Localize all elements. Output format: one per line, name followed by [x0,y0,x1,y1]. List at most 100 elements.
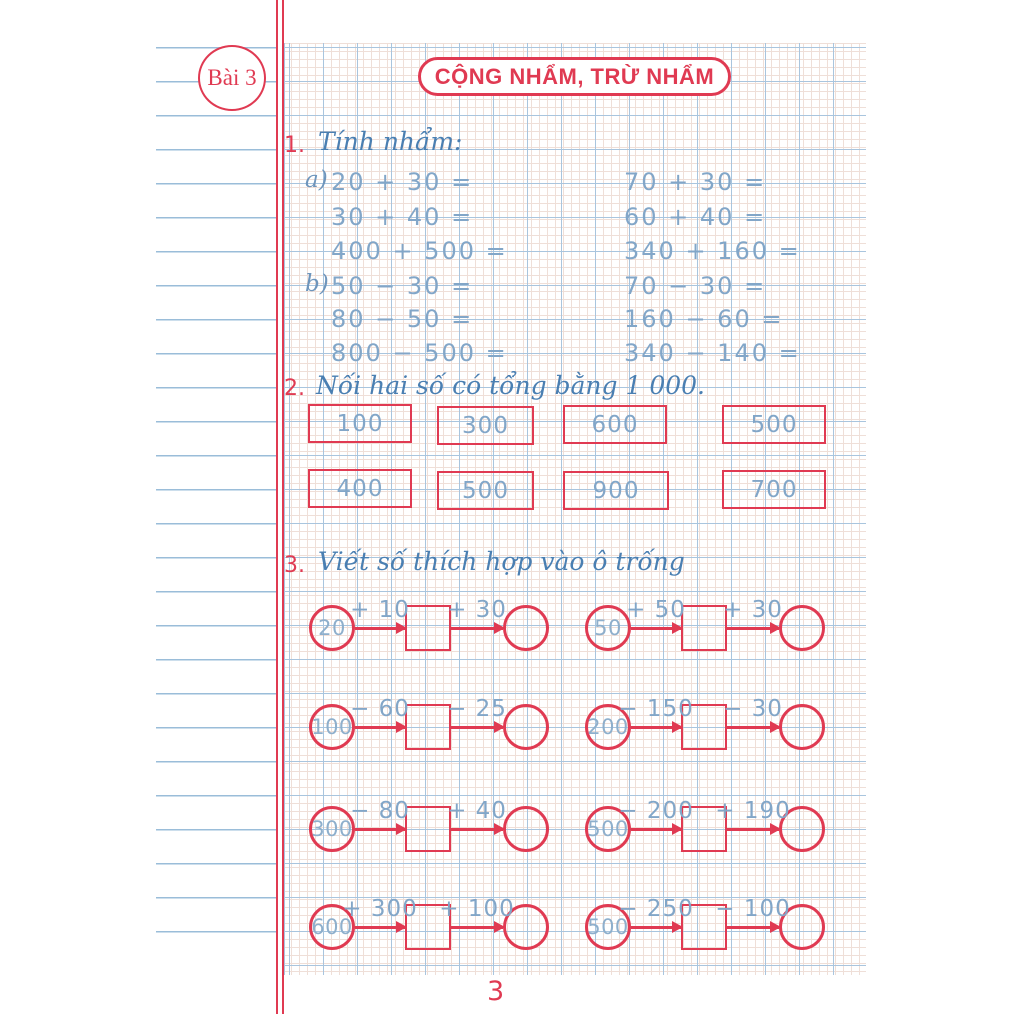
start-value: 200 [587,715,629,739]
arrow-right-icon: + 100 [439,896,514,929]
notebook-ruled-lines [156,47,276,948]
equation: 160 − 60 = [624,305,784,333]
number-machine: 20 + 10 + 30 [309,597,549,652]
operation-label: + 100 [439,895,515,922]
answer-box [405,704,451,750]
equation: 60 + 40 = [624,203,767,231]
exercise-1-number: 1. [284,133,305,158]
number-card-value: 500 [750,411,798,438]
number-card: 400 [308,469,412,508]
start-value: 500 [587,817,629,841]
operation-label: − 150 [618,695,694,722]
lesson-badge-label: Bài 3 [207,65,257,90]
number-card: 500 [722,405,826,444]
equation: 400 + 500 = [331,237,508,265]
page-number: 3 [487,976,505,1007]
answer-circle [779,605,825,651]
exercise-1-title: Tính nhẩm: [318,127,463,156]
number-card: 300 [437,406,534,445]
lesson-badge: Bài 3 [198,45,266,111]
equation: 70 + 30 = [624,168,767,196]
number-machine: 500 − 250 − 100 [585,896,825,951]
number-machine: 600 + 300 + 100 [309,896,549,951]
arrow-right-icon: − 30 [723,696,782,729]
part-b-label: b) [305,271,329,297]
number-machine: 50 + 50 + 30 [585,597,825,652]
part-a-label: a) [305,167,328,193]
start-circle: 50 [585,605,631,651]
operation-label: + 300 [342,895,418,922]
arrow-right-icon: + 190 [715,798,790,831]
start-value: 600 [311,915,353,939]
number-card-value: 600 [591,411,639,438]
operation-label: − 25 [447,695,507,722]
exercise-3-number: 3. [284,553,305,578]
start-circle: 500 [585,806,631,852]
arrow-right-icon: + 10 [350,597,409,630]
operation-label: + 30 [447,596,507,623]
equation: 30 + 40 = [331,203,474,231]
exercise-2-number: 2. [284,376,305,401]
answer-circle [779,704,825,750]
equation: 50 − 30 = [331,272,474,300]
number-machine: 500 − 200 + 190 [585,798,825,853]
number-card-value: 300 [462,412,509,439]
arrow-right-icon: − 200 [618,798,693,831]
number-machine: 200 − 150 − 30 [585,696,825,751]
exercise-2-title: Nối hai số có tổng bằng 1 000. [316,371,706,400]
arrow-right-icon: − 250 [618,896,693,929]
number-card-value: 700 [750,476,798,503]
operation-label: − 80 [350,797,410,824]
margin-double-rule [276,0,284,1014]
start-circle: 100 [309,704,355,750]
operation-label: + 30 [723,596,783,623]
start-circle: 500 [585,904,631,950]
number-card: 900 [563,471,669,510]
start-circle: 600 [309,904,355,950]
equation: 80 − 50 = [331,305,474,333]
operation-label: − 200 [618,797,694,824]
number-card: 600 [563,405,667,444]
arrow-right-icon: + 30 [447,597,506,630]
number-card-value: 900 [592,477,640,504]
operation-label: − 250 [618,895,694,922]
operation-label: − 100 [715,895,791,922]
number-card-value: 400 [336,475,384,502]
start-circle: 300 [309,806,355,852]
answer-box [405,806,451,852]
arrow-right-icon: + 40 [447,798,506,831]
exercise-3-title: Viết số thích hợp vào ô trống [318,547,685,576]
arrow-right-icon: − 100 [715,896,790,929]
operation-label: − 30 [723,695,783,722]
operation-label: − 60 [350,695,410,722]
start-circle: 200 [585,704,631,750]
operation-label: + 190 [715,797,791,824]
start-value: 50 [594,616,622,640]
start-value: 500 [587,915,629,939]
answer-circle [503,704,549,750]
start-circle: 20 [309,605,355,651]
answer-box [681,605,727,651]
operation-label: + 10 [350,596,410,623]
answer-circle [503,605,549,651]
equation: 800 − 500 = [331,339,508,367]
start-value: 20 [318,616,346,640]
arrow-right-icon: − 80 [350,798,409,831]
number-card-value: 100 [336,410,384,437]
answer-circle [503,806,549,852]
answer-box [405,605,451,651]
arrow-right-icon: − 60 [350,696,409,729]
operation-label: + 50 [626,596,686,623]
operation-label: + 40 [447,797,507,824]
arrow-right-icon: + 300 [342,896,417,929]
equation: 20 + 30 = [331,168,474,196]
arrow-right-icon: − 150 [618,696,693,729]
lesson-title: CỘNG NHẨM, TRỪ NHẨM [434,63,715,89]
equation: 70 − 30 = [624,272,767,300]
start-value: 300 [311,817,353,841]
arrow-right-icon: − 25 [447,696,506,729]
number-card: 700 [722,470,826,509]
arrow-right-icon: + 30 [723,597,782,630]
lesson-title-pill: CỘNG NHẨM, TRỪ NHẨM [418,57,731,96]
